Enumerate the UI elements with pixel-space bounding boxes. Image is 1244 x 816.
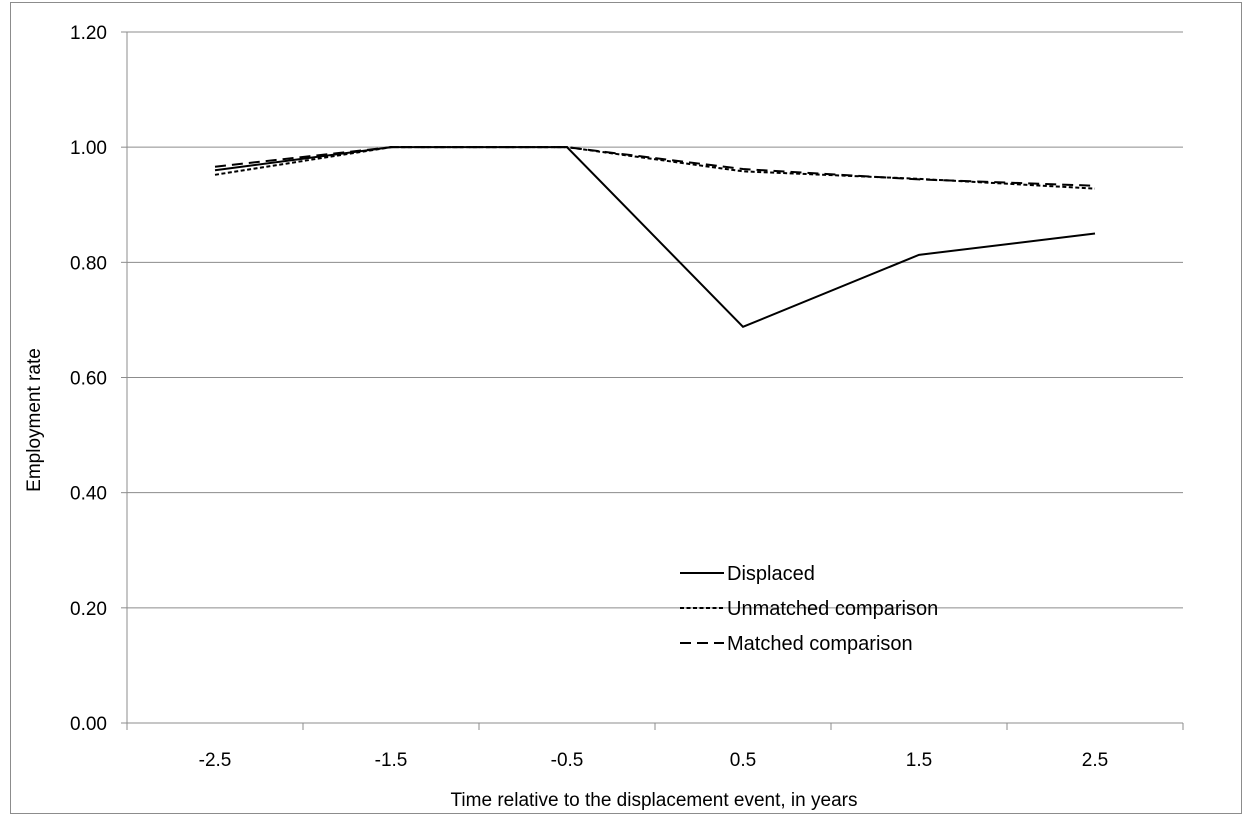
tick-labels: 0.00 0.20 0.40 0.60 0.80 1.00 1.20 -2.5 -1.5 -0.5… [70, 23, 1108, 771]
legend-label: Unmatched comparison [727, 598, 938, 620]
gridlines [127, 31, 1183, 609]
y-tick-label: 0.40 [70, 484, 107, 505]
y-tick-label: 1.20 [70, 23, 107, 44]
chart-frame [10, 2, 1242, 814]
series-line-matched-comparison [214, 146, 1096, 187]
y-axis-title: Employment rate [24, 348, 45, 492]
legend-label: Displaced [727, 563, 815, 585]
series-line-displaced [214, 146, 1096, 329]
series-lines [214, 146, 1096, 329]
x-tick-label: -1.5 [375, 750, 408, 771]
series-line-unmatched-comparison [214, 146, 1096, 190]
x-tick-label: 2.5 [1082, 750, 1108, 771]
y-tick-label: 0.00 [70, 714, 107, 735]
y-tick-label: 0.60 [70, 369, 107, 390]
y-tick-label: 0.20 [70, 599, 107, 620]
legend-label: Matched comparison [727, 633, 913, 655]
x-axis-title: Time relative to the displacement event,… [451, 790, 858, 811]
x-tick-label: -2.5 [199, 750, 232, 771]
x-tick-label: 1.5 [906, 750, 932, 771]
x-tick-label: 0.5 [730, 750, 756, 771]
x-tick-label: -0.5 [551, 750, 584, 771]
axes [121, 31, 1184, 730]
legend: Displaced Unmatched comparison Matched com… [680, 563, 938, 655]
y-tick-label: 0.80 [70, 253, 107, 274]
y-tick-label: 1.00 [70, 138, 107, 159]
